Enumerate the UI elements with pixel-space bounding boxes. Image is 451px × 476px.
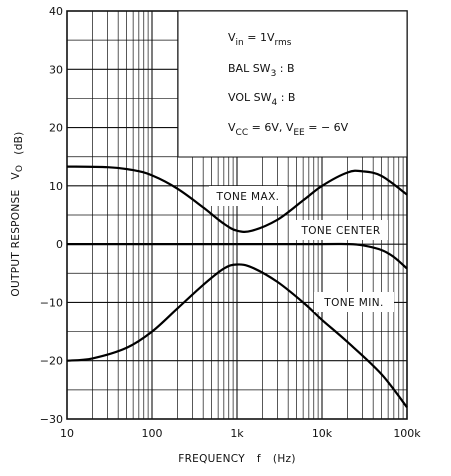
x-tick-label: 10k [312,427,333,440]
y-tick-label: 10 [49,180,63,193]
y-tick-label: 40 [49,5,63,18]
tone-center-curve [67,242,408,270]
condition-line: BAL SW3 : B [228,62,295,79]
tone-min-curve [66,263,408,408]
y-axis-label-symbol: V [10,172,22,180]
curve-label-background [209,186,287,206]
conditions-box [177,10,408,158]
y-tick-label: −20 [40,355,63,368]
curve-label: TONE MIN. [323,297,383,309]
condition-line: VOL SW4 : B [228,91,295,108]
y-tick-label: −30 [40,413,63,426]
y-axis-label-unit: (dB) [13,131,25,154]
curve-label: TONE CENTER [300,225,380,237]
x-tick-label: 1k [230,427,244,440]
condition-line: Vin = 1Vrms [228,31,292,48]
x-tick-label: 100 [142,427,163,440]
x-axis-label: FREQUENCY f (Hz) [178,453,295,465]
x-axis-label-unit: (Hz) [273,453,296,465]
y-tick-label: 0 [56,238,63,251]
conditions-text: Vin = 1Vrms BAL SW3 : B VOL SW4 : B VCC = 6… [228,31,349,138]
condition-line: VCC = 6V, VEE = − 6V [228,121,349,138]
y-axis-label: OUTPUT RESPONSEVO(dB) [10,131,25,296]
tone-max-curve [66,165,408,233]
y-tick-label: 30 [49,63,63,76]
curve-label-background [314,292,394,312]
curves [66,165,408,408]
curve-label-background [294,220,388,240]
x-axis-label-main: FREQUENCY [178,453,245,465]
y-tick-label: −10 [40,296,63,309]
x-tick-label: 10 [60,427,74,440]
curve-label: TONE MAX. [216,191,280,203]
y-tick-label: 20 [49,122,63,135]
y-tick-labels: 40 30 20 10 0 −10 −20 −30 [40,5,63,426]
curve-labels: TONE MAX. TONE CENTER TONE MIN. [209,186,394,312]
x-tick-label: 100k [393,427,421,440]
x-tick-labels: 10 100 1k 10k 100k [60,427,421,440]
x-axis-label-symbol: f [257,453,261,465]
y-axis-label-main: OUTPUT RESPONSE [10,190,22,297]
